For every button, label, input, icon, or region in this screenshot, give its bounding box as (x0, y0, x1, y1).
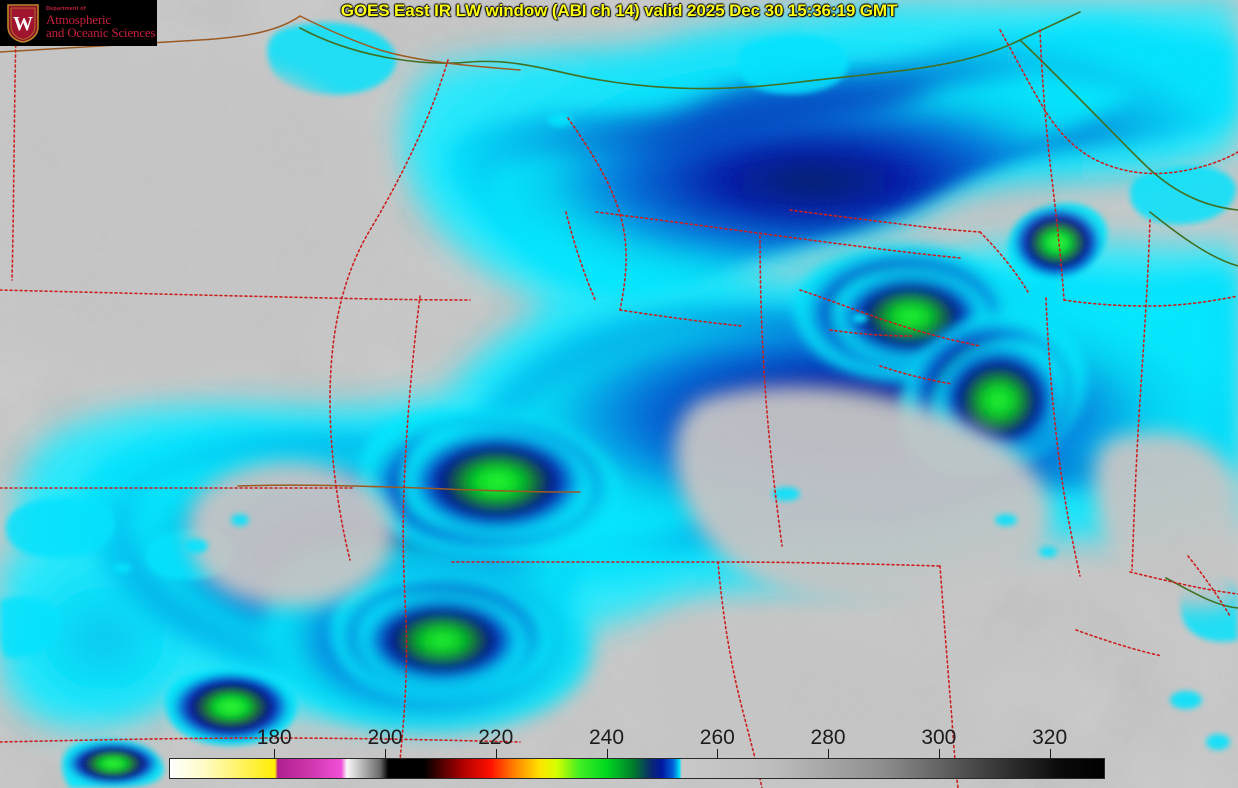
colorbar-tick-label: 220 (478, 726, 514, 749)
colorbar-tick (385, 749, 386, 758)
map-borders (0, 11, 1238, 788)
colorbar-tick-label: 280 (810, 726, 846, 749)
state-borders (0, 29, 1238, 788)
svg-text:W: W (13, 13, 33, 35)
colorbar-tick-label: 240 (589, 726, 625, 749)
coastline (0, 15, 581, 493)
colorbar-tick (274, 749, 276, 758)
colorbar-tick (717, 749, 719, 758)
colorbar-tick (828, 749, 830, 758)
colorbar-tick-label: 300 (921, 726, 957, 749)
colorbar-tick-label: 260 (699, 726, 735, 749)
colorbar-gradient (169, 758, 1105, 779)
uw-crest-icon: W (7, 4, 39, 43)
colorbar-tick-label: 180 (256, 726, 292, 749)
colorbar (169, 758, 1105, 779)
colorbar-tick-label: 200 (367, 726, 403, 749)
colorbar-tick (1049, 749, 1051, 758)
colorbar-tick (606, 749, 608, 758)
colorbar-tick-label: 320 (1032, 726, 1068, 749)
colorbar-tick (495, 749, 497, 758)
logo-line-1: Atmospheric (46, 11, 111, 27)
uw-aos-logo: W Department of Atmospheric and Oceanic … (0, 0, 157, 46)
colorbar-tick (938, 749, 940, 758)
logo-dept-line: Department of (46, 6, 86, 13)
logo-line-2: and Oceanic Sciences (46, 24, 156, 40)
